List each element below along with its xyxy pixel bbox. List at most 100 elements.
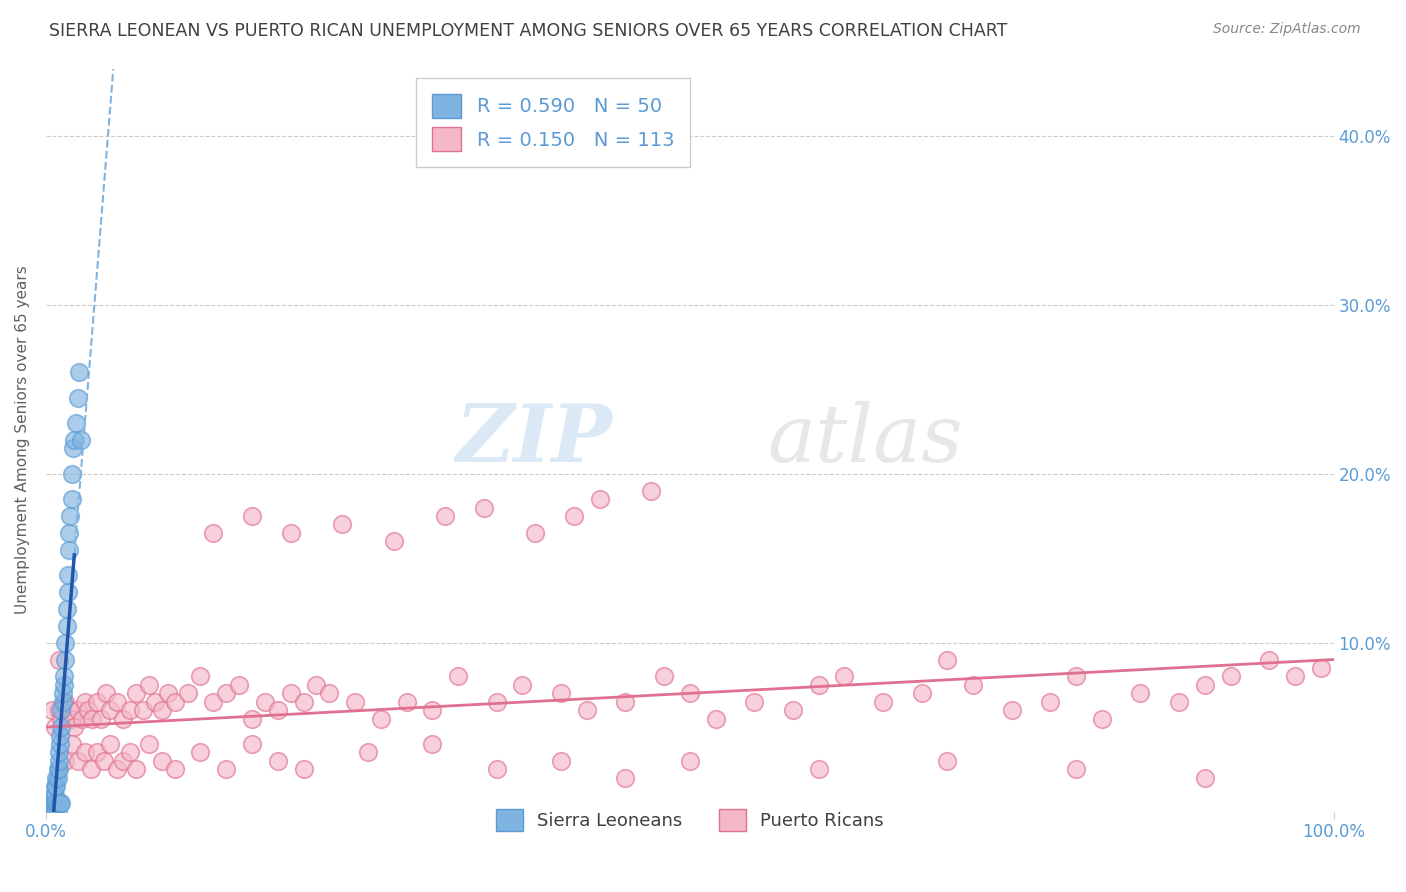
Point: [42, 805, 65, 819]
Point: [292, 762, 315, 776]
Point: [70, 712, 93, 726]
Point: [1091, 712, 1114, 726]
Point: [550, 686, 572, 700]
Text: SIERRA LEONEAN VS PUERTO RICAN UNEMPLOYMENT AMONG SENIORS OVER 65 YEARS CORRELAT: SIERRA LEONEAN VS PUERTO RICAN UNEMPLOYM…: [49, 22, 1008, 40]
Point: [118, 703, 141, 717]
Point: [73, 695, 96, 709]
Point: [318, 686, 340, 700]
Point: [46, 771, 69, 785]
Point: [118, 746, 141, 760]
Point: [53, 678, 76, 692]
Point: [69, 366, 91, 380]
Point: [1001, 703, 1024, 717]
Point: [53, 652, 76, 666]
Point: [910, 686, 932, 700]
Point: [63, 720, 86, 734]
Point: [807, 762, 830, 776]
Point: [48, 703, 70, 717]
Point: [267, 754, 290, 768]
Point: [1219, 669, 1241, 683]
Point: [202, 525, 225, 540]
Point: [65, 416, 87, 430]
Point: [58, 525, 80, 540]
Point: [485, 695, 508, 709]
Point: [67, 703, 90, 717]
Point: [330, 517, 353, 532]
Point: [52, 695, 75, 709]
Point: [105, 695, 128, 709]
Point: [562, 508, 585, 523]
Point: [936, 754, 959, 768]
Point: [38, 805, 60, 819]
Point: [1039, 695, 1062, 709]
Point: [305, 678, 328, 692]
Point: [98, 703, 121, 717]
Point: [614, 771, 637, 785]
Point: [49, 737, 72, 751]
Point: [163, 695, 186, 709]
Point: [55, 619, 77, 633]
Point: [86, 746, 108, 760]
Point: [652, 669, 675, 683]
Point: [96, 686, 118, 700]
Point: [39, 805, 62, 819]
Point: [48, 762, 70, 776]
Point: [46, 762, 69, 776]
Point: [434, 508, 457, 523]
Point: [1064, 669, 1087, 683]
Point: [80, 762, 103, 776]
Point: [807, 678, 830, 692]
Point: [41, 703, 63, 717]
Point: [343, 695, 366, 709]
Point: [157, 686, 180, 700]
Point: [58, 542, 80, 557]
Point: [45, 771, 67, 785]
Point: [39, 805, 62, 819]
Point: [163, 762, 186, 776]
Point: [67, 391, 90, 405]
Point: [49, 729, 72, 743]
Point: [357, 746, 380, 760]
Point: [53, 695, 76, 709]
Point: [1168, 695, 1191, 709]
Point: [105, 762, 128, 776]
Point: [550, 754, 572, 768]
Point: [62, 442, 84, 456]
Point: [253, 695, 276, 709]
Point: [86, 695, 108, 709]
Point: [60, 712, 83, 726]
Point: [48, 754, 70, 768]
Point: [51, 712, 73, 726]
Point: [145, 695, 167, 709]
Point: [112, 712, 135, 726]
Point: [46, 805, 69, 819]
Point: [190, 669, 212, 683]
Text: ZIP: ZIP: [456, 401, 613, 479]
Point: [240, 508, 263, 523]
Point: [215, 762, 238, 776]
Point: [90, 712, 112, 726]
Point: [292, 695, 315, 709]
Point: [1309, 661, 1331, 675]
Point: [77, 703, 100, 717]
Point: [67, 754, 90, 768]
Point: [834, 669, 856, 683]
Point: [150, 754, 173, 768]
Point: [125, 686, 148, 700]
Point: [73, 746, 96, 760]
Point: [1129, 686, 1152, 700]
Point: [58, 703, 80, 717]
Point: [679, 754, 702, 768]
Point: [872, 695, 894, 709]
Text: Source: ZipAtlas.com: Source: ZipAtlas.com: [1213, 22, 1361, 37]
Point: [524, 525, 547, 540]
Point: [420, 737, 443, 751]
Point: [782, 703, 804, 717]
Point: [280, 525, 302, 540]
Point: [52, 686, 75, 700]
Point: [1194, 771, 1216, 785]
Point: [202, 695, 225, 709]
Point: [485, 762, 508, 776]
Legend: Sierra Leoneans, Puerto Ricans: Sierra Leoneans, Puerto Ricans: [486, 799, 893, 839]
Point: [1258, 652, 1281, 666]
